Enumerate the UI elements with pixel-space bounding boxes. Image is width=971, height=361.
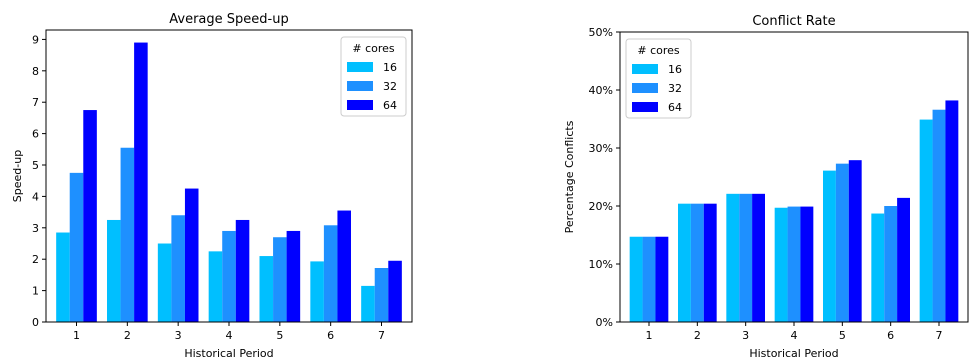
y-axis-label: Speed-up: [11, 150, 24, 202]
bar-32-period-1: [642, 236, 656, 322]
bar-64-period-7: [945, 100, 959, 322]
y-tick-label: 6: [32, 128, 39, 141]
legend-title: # cores: [637, 44, 680, 57]
legend-swatch-16: [632, 64, 658, 74]
bar-16-period-7: [361, 285, 375, 322]
bar-64-period-1: [83, 110, 97, 322]
x-tick-label: 7: [936, 329, 943, 342]
bar-16-period-4: [208, 251, 223, 322]
bar-32-period-3: [739, 193, 753, 322]
bar-64-period-2: [703, 203, 717, 322]
legend-label-32: 32: [383, 80, 397, 93]
bar-32-period-6: [884, 206, 898, 322]
y-tick-label: 5: [32, 159, 39, 172]
legend-label-32: 32: [668, 82, 682, 95]
y-tick-label: 2: [32, 253, 39, 266]
y-tick-label: 20%: [589, 200, 613, 213]
y-tick-label: 50%: [589, 26, 613, 39]
legend-swatch-32: [347, 81, 373, 91]
bar-64-period-6: [897, 197, 910, 322]
bar-16-period-1: [56, 232, 70, 322]
y-tick-label: 30%: [589, 142, 613, 155]
x-tick-label: 3: [175, 329, 182, 342]
x-axis-label: Historical Period: [184, 347, 273, 360]
bar-32-period-4: [787, 206, 801, 322]
x-tick-label: 5: [276, 329, 283, 342]
legend-label-64: 64: [383, 99, 397, 112]
legend-box: [340, 36, 407, 117]
bar-16-period-6: [871, 213, 885, 322]
bar-32-period-5: [835, 163, 849, 322]
bar-32-period-1: [69, 172, 84, 322]
x-tick-label: 5: [839, 329, 846, 342]
x-tick-label: 3: [742, 329, 749, 342]
y-axis-label: Percentage Conflicts: [563, 120, 576, 233]
bar-16-period-4: [774, 207, 788, 322]
y-tick-label: 0: [32, 316, 39, 329]
legend-label-16: 16: [668, 63, 682, 76]
x-axis-label: Historical Period: [749, 347, 838, 360]
legend-swatch-16: [347, 62, 373, 72]
legend-swatch-64: [632, 102, 658, 112]
x-tick-label: 7: [378, 329, 385, 342]
bar-16-period-1: [629, 236, 643, 322]
chart-panel-2: 0% 10% 20% 30% 40% 50% 1 2 3 4 5 6 7 Conflict Rate His…: [563, 14, 969, 360]
bar-64-period-1: [655, 236, 669, 322]
legend: # cores 16 32 64: [625, 38, 692, 119]
x-tick-label: 4: [791, 329, 798, 342]
chart-title: Conflict Rate: [752, 14, 835, 29]
bar-32-period-2: [120, 147, 135, 322]
bar-64-period-5: [286, 230, 301, 322]
legend-swatch-32: [632, 83, 658, 93]
y-tick-label: 10%: [589, 258, 613, 271]
bar-64-period-4: [800, 206, 814, 322]
bar-16-period-5: [259, 256, 274, 322]
bar-16-period-3: [157, 243, 172, 322]
x-tick-label: 1: [73, 329, 80, 342]
x-tick-label: 4: [226, 329, 233, 342]
bar-16-period-5: [823, 170, 836, 322]
chart-panel-1: 0 1 2 3 4 5 6 7 8 9 1 2 3 4 5 6 7 Average Speed-up Histori…: [11, 12, 413, 360]
y-tick-label: 0%: [596, 316, 613, 329]
chart-title: Average Speed-up: [169, 12, 288, 27]
y-tick-label: 3: [32, 222, 39, 235]
bar-32-period-4: [222, 230, 236, 322]
legend-box: [625, 38, 692, 119]
bar-16-period-6: [310, 261, 324, 322]
y-tick-label: 8: [32, 65, 39, 78]
x-tick-label: 2: [694, 329, 701, 342]
legend-label-64: 64: [668, 101, 682, 114]
bar-32-period-5: [273, 237, 287, 322]
bar-64-period-2: [134, 42, 148, 323]
bar-16-period-7: [919, 119, 933, 322]
bar-64-period-4: [235, 219, 250, 322]
legend-label-16: 16: [383, 61, 397, 74]
bar-64-period-3: [184, 188, 199, 322]
bar-16-period-3: [726, 193, 740, 322]
y-tick-label: 9: [32, 33, 39, 46]
x-tick-label: 6: [327, 329, 334, 342]
legend-swatch-64: [347, 100, 373, 110]
x-tick-label: 1: [646, 329, 653, 342]
legend: # cores 16 32 64: [340, 36, 407, 117]
bar-32-period-2: [690, 203, 704, 322]
y-tick-label: 7: [32, 96, 39, 109]
bar-16-period-2: [107, 219, 121, 322]
bar-32-period-7: [374, 268, 389, 322]
bar-64-period-6: [337, 210, 351, 322]
bar-64-period-5: [848, 160, 862, 322]
y-tick-label: 4: [32, 190, 39, 203]
x-tick-label: 2: [124, 329, 131, 342]
bar-32-period-3: [171, 215, 185, 322]
bar-32-period-7: [932, 109, 946, 322]
legend-title: # cores: [352, 42, 395, 55]
bar-32-period-6: [323, 225, 338, 322]
y-tick-label: 1: [32, 285, 39, 298]
x-tick-label: 6: [887, 329, 894, 342]
bar-64-period-3: [752, 193, 765, 322]
y-tick-label: 40%: [589, 84, 613, 97]
bar-16-period-2: [678, 203, 691, 322]
bar-64-period-7: [388, 260, 402, 322]
